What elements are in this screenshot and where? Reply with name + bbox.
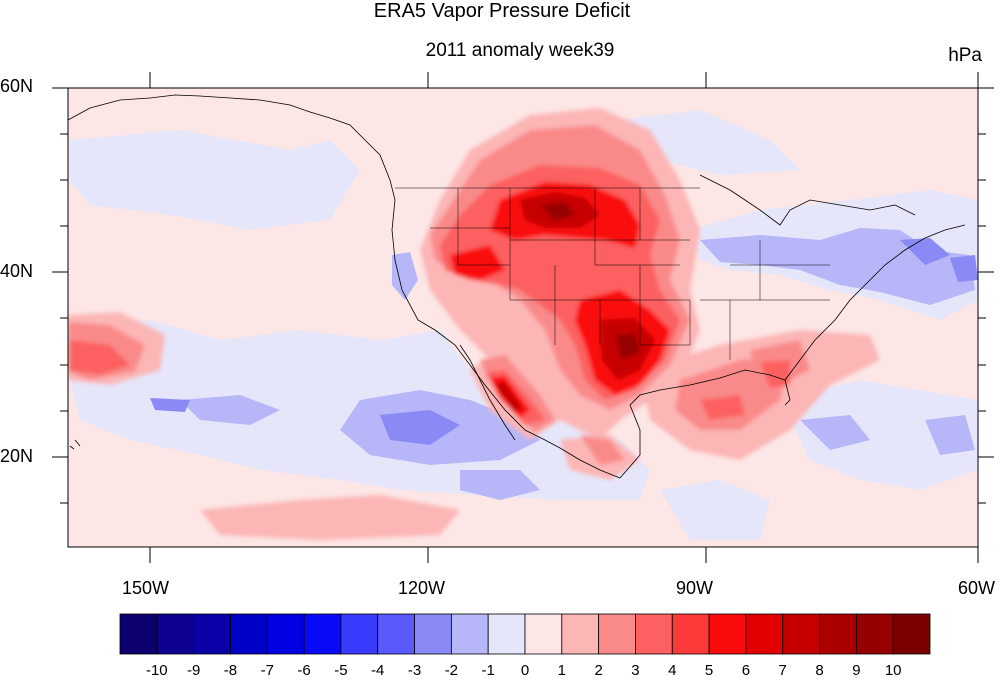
- colorbar-swatch: [156, 613, 195, 655]
- colorbar-label: -1: [481, 662, 495, 679]
- colorbar-swatch: [635, 613, 673, 655]
- lon-label-120w: 120W: [398, 578, 446, 598]
- lat-label-40n: 40N: [0, 261, 34, 281]
- coastlines: [68, 94, 966, 479]
- colorbar-swatch: [708, 613, 747, 655]
- colorbar-swatch: [230, 613, 268, 655]
- colorbar-swatch: [340, 613, 379, 655]
- colorbar-swatch: [487, 613, 526, 655]
- colorbar-swatch: [892, 613, 931, 655]
- colorbar-label: -2: [444, 662, 459, 679]
- colorbar: [119, 613, 931, 655]
- colorbar-label: 10: [884, 662, 902, 679]
- map-subtitle: 2011 anomaly week39: [425, 40, 615, 61]
- lon-label-150w: 150W: [122, 578, 170, 598]
- colorbar-label: 5: [704, 662, 714, 679]
- colorbar-label: -5: [334, 662, 348, 679]
- colorbar-swatch: [414, 613, 452, 655]
- colorbar-label: 3: [631, 662, 640, 679]
- anomaly-field: [68, 108, 978, 540]
- lat-label-60n: 60N: [0, 76, 34, 96]
- colorbar-label: -7: [260, 662, 274, 679]
- state-borders: [395, 187, 830, 360]
- lon-label-60w: 60W: [958, 578, 996, 598]
- colorbar-swatch: [266, 613, 305, 655]
- colorbar-label: 8: [815, 662, 824, 679]
- colorbar-swatch: [745, 613, 784, 655]
- colorbar-label: 1: [557, 662, 566, 679]
- lat-label-20n: 20N: [0, 446, 34, 466]
- colorbar-swatch: [819, 613, 857, 655]
- lon-label-90w: 90W: [676, 578, 714, 598]
- map-title: ERA5 Vapor Pressure Deficit: [373, 0, 631, 22]
- colorbar-label: 7: [778, 662, 787, 679]
- colorbar-swatch: [855, 613, 894, 655]
- colorbar-label: -10: [145, 662, 168, 679]
- colorbar-swatch: [598, 613, 636, 655]
- colorbar-swatch: [561, 613, 600, 655]
- colorbar-swatch: [377, 613, 415, 655]
- colorbar-label: -8: [223, 662, 238, 679]
- colorbar-swatch: [119, 613, 158, 655]
- colorbar-label: 4: [668, 662, 677, 679]
- colorbar-label: -6: [297, 662, 311, 679]
- colorbar-label: -9: [186, 662, 201, 679]
- tick-marks: [52, 72, 994, 563]
- colorbar-label: 0: [520, 662, 530, 679]
- colorbar-swatch: [450, 613, 489, 655]
- colorbar-label: 9: [852, 662, 861, 679]
- colorbar-label: -3: [407, 662, 422, 679]
- colorbar-swatch: [303, 613, 342, 655]
- colorbar-swatch: [782, 613, 820, 655]
- colorbar-label: 2: [594, 662, 603, 679]
- colorbar-label: 6: [741, 662, 751, 679]
- colorbar-swatch: [524, 613, 563, 655]
- units-label: hPa: [948, 45, 982, 66]
- colorbar-swatch: [671, 613, 710, 655]
- colorbar-label: -4: [371, 662, 385, 679]
- colorbar-swatch: [193, 613, 231, 655]
